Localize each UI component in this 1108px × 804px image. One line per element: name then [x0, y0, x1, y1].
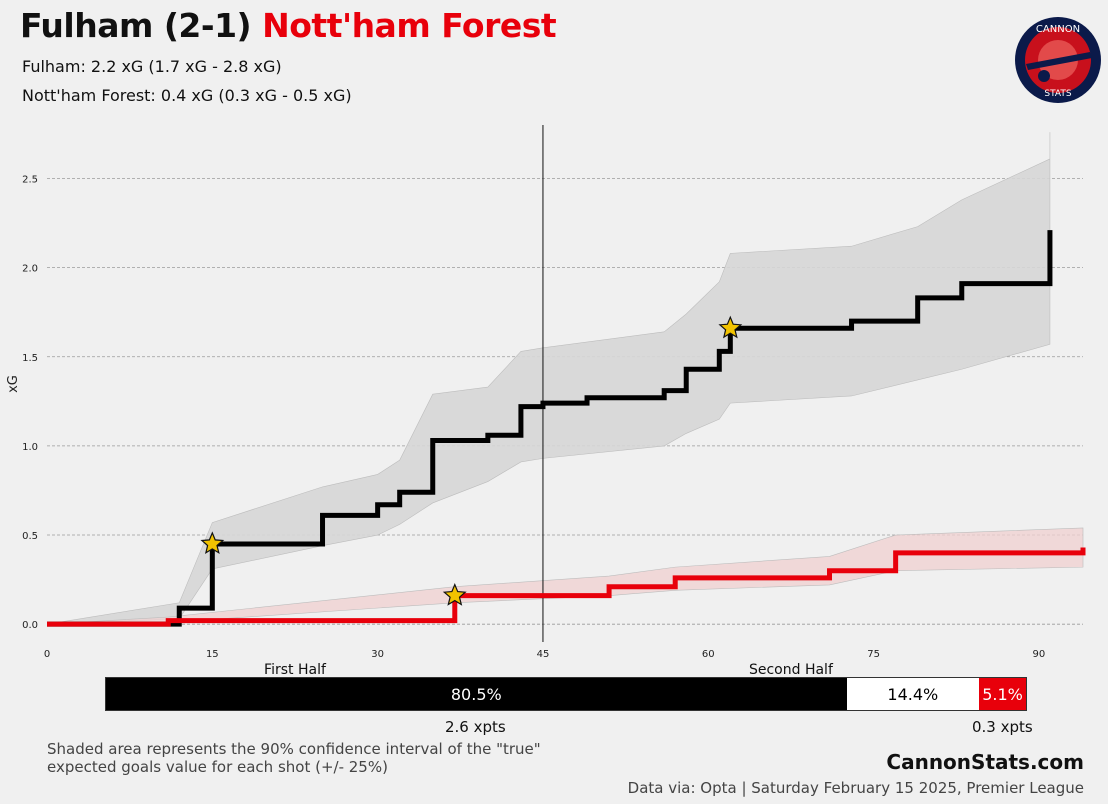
- x-tick-label: 15: [206, 649, 219, 660]
- first-half-label: First Half: [264, 662, 327, 678]
- x-tick-label: 0: [44, 649, 50, 660]
- y-tick-label: 0.5: [22, 531, 38, 542]
- brand-name: CannonStats.com: [886, 750, 1084, 774]
- away-team-title: Nott'ham Forest: [262, 6, 557, 45]
- outcome-segment: 5.1%: [979, 678, 1026, 710]
- footnote: Shaded area represents the 90% confidenc…: [47, 740, 541, 776]
- y-tick-label: 2.0: [22, 264, 38, 275]
- xg-step-line-away: [47, 547, 1086, 627]
- win-probability-bar: 80.5% 14.4% 5.1%: [105, 677, 1027, 711]
- goal-star-marker: [718, 315, 743, 339]
- y-tick-label: 1.0: [22, 442, 38, 453]
- data-source: Data via: Opta | Saturday February 15 20…: [627, 779, 1084, 797]
- home-xpts: 2.6 xpts: [445, 718, 506, 736]
- y-tick-label: 1.5: [22, 353, 38, 364]
- x-tick-label: 30: [371, 649, 384, 660]
- x-tick-label: 45: [537, 649, 550, 660]
- confidence-band-home: [46, 132, 1051, 625]
- cannon-stats-logo: CANNON STATS: [1015, 17, 1101, 103]
- logo-text-top: CANNON: [1036, 24, 1080, 35]
- x-tick-label: 60: [702, 649, 715, 660]
- logo-text-bottom: STATS: [1044, 89, 1071, 99]
- goal-star-marker: [442, 583, 467, 606]
- away-xg-summary: Nott'ham Forest: 0.4 xG (0.3 xG - 0.5 xG…: [22, 86, 352, 105]
- away-xpts: 0.3 xpts: [972, 718, 1033, 736]
- outcome-segment: 80.5%: [106, 678, 847, 710]
- y-tick-label: 2.5: [22, 174, 38, 185]
- home-team-title: Fulham (2-1): [20, 6, 252, 45]
- xg-timeline-chart: 0.0 0.5 1.0 1.5 2.0 2.5 0 15 30 45 60 75 90 xG First H…: [6, 125, 1086, 678]
- second-half-label: Second Half: [749, 662, 834, 678]
- home-xg-summary: Fulham: 2.2 xG (1.7 xG - 2.8 xG): [22, 57, 282, 76]
- x-tick-label: 90: [1033, 649, 1046, 660]
- confidence-band-away: [46, 527, 1084, 625]
- match-title: Fulham (2-1) Nott'ham Forest: [20, 6, 557, 45]
- xg-step-line-home: [47, 230, 1053, 627]
- outcome-segment: 14.4%: [846, 678, 980, 710]
- goal-star-marker: [200, 531, 225, 555]
- y-tick-label: 0.0: [22, 620, 38, 631]
- y-axis-label: xG: [6, 375, 21, 393]
- x-tick-label: 75: [867, 649, 880, 660]
